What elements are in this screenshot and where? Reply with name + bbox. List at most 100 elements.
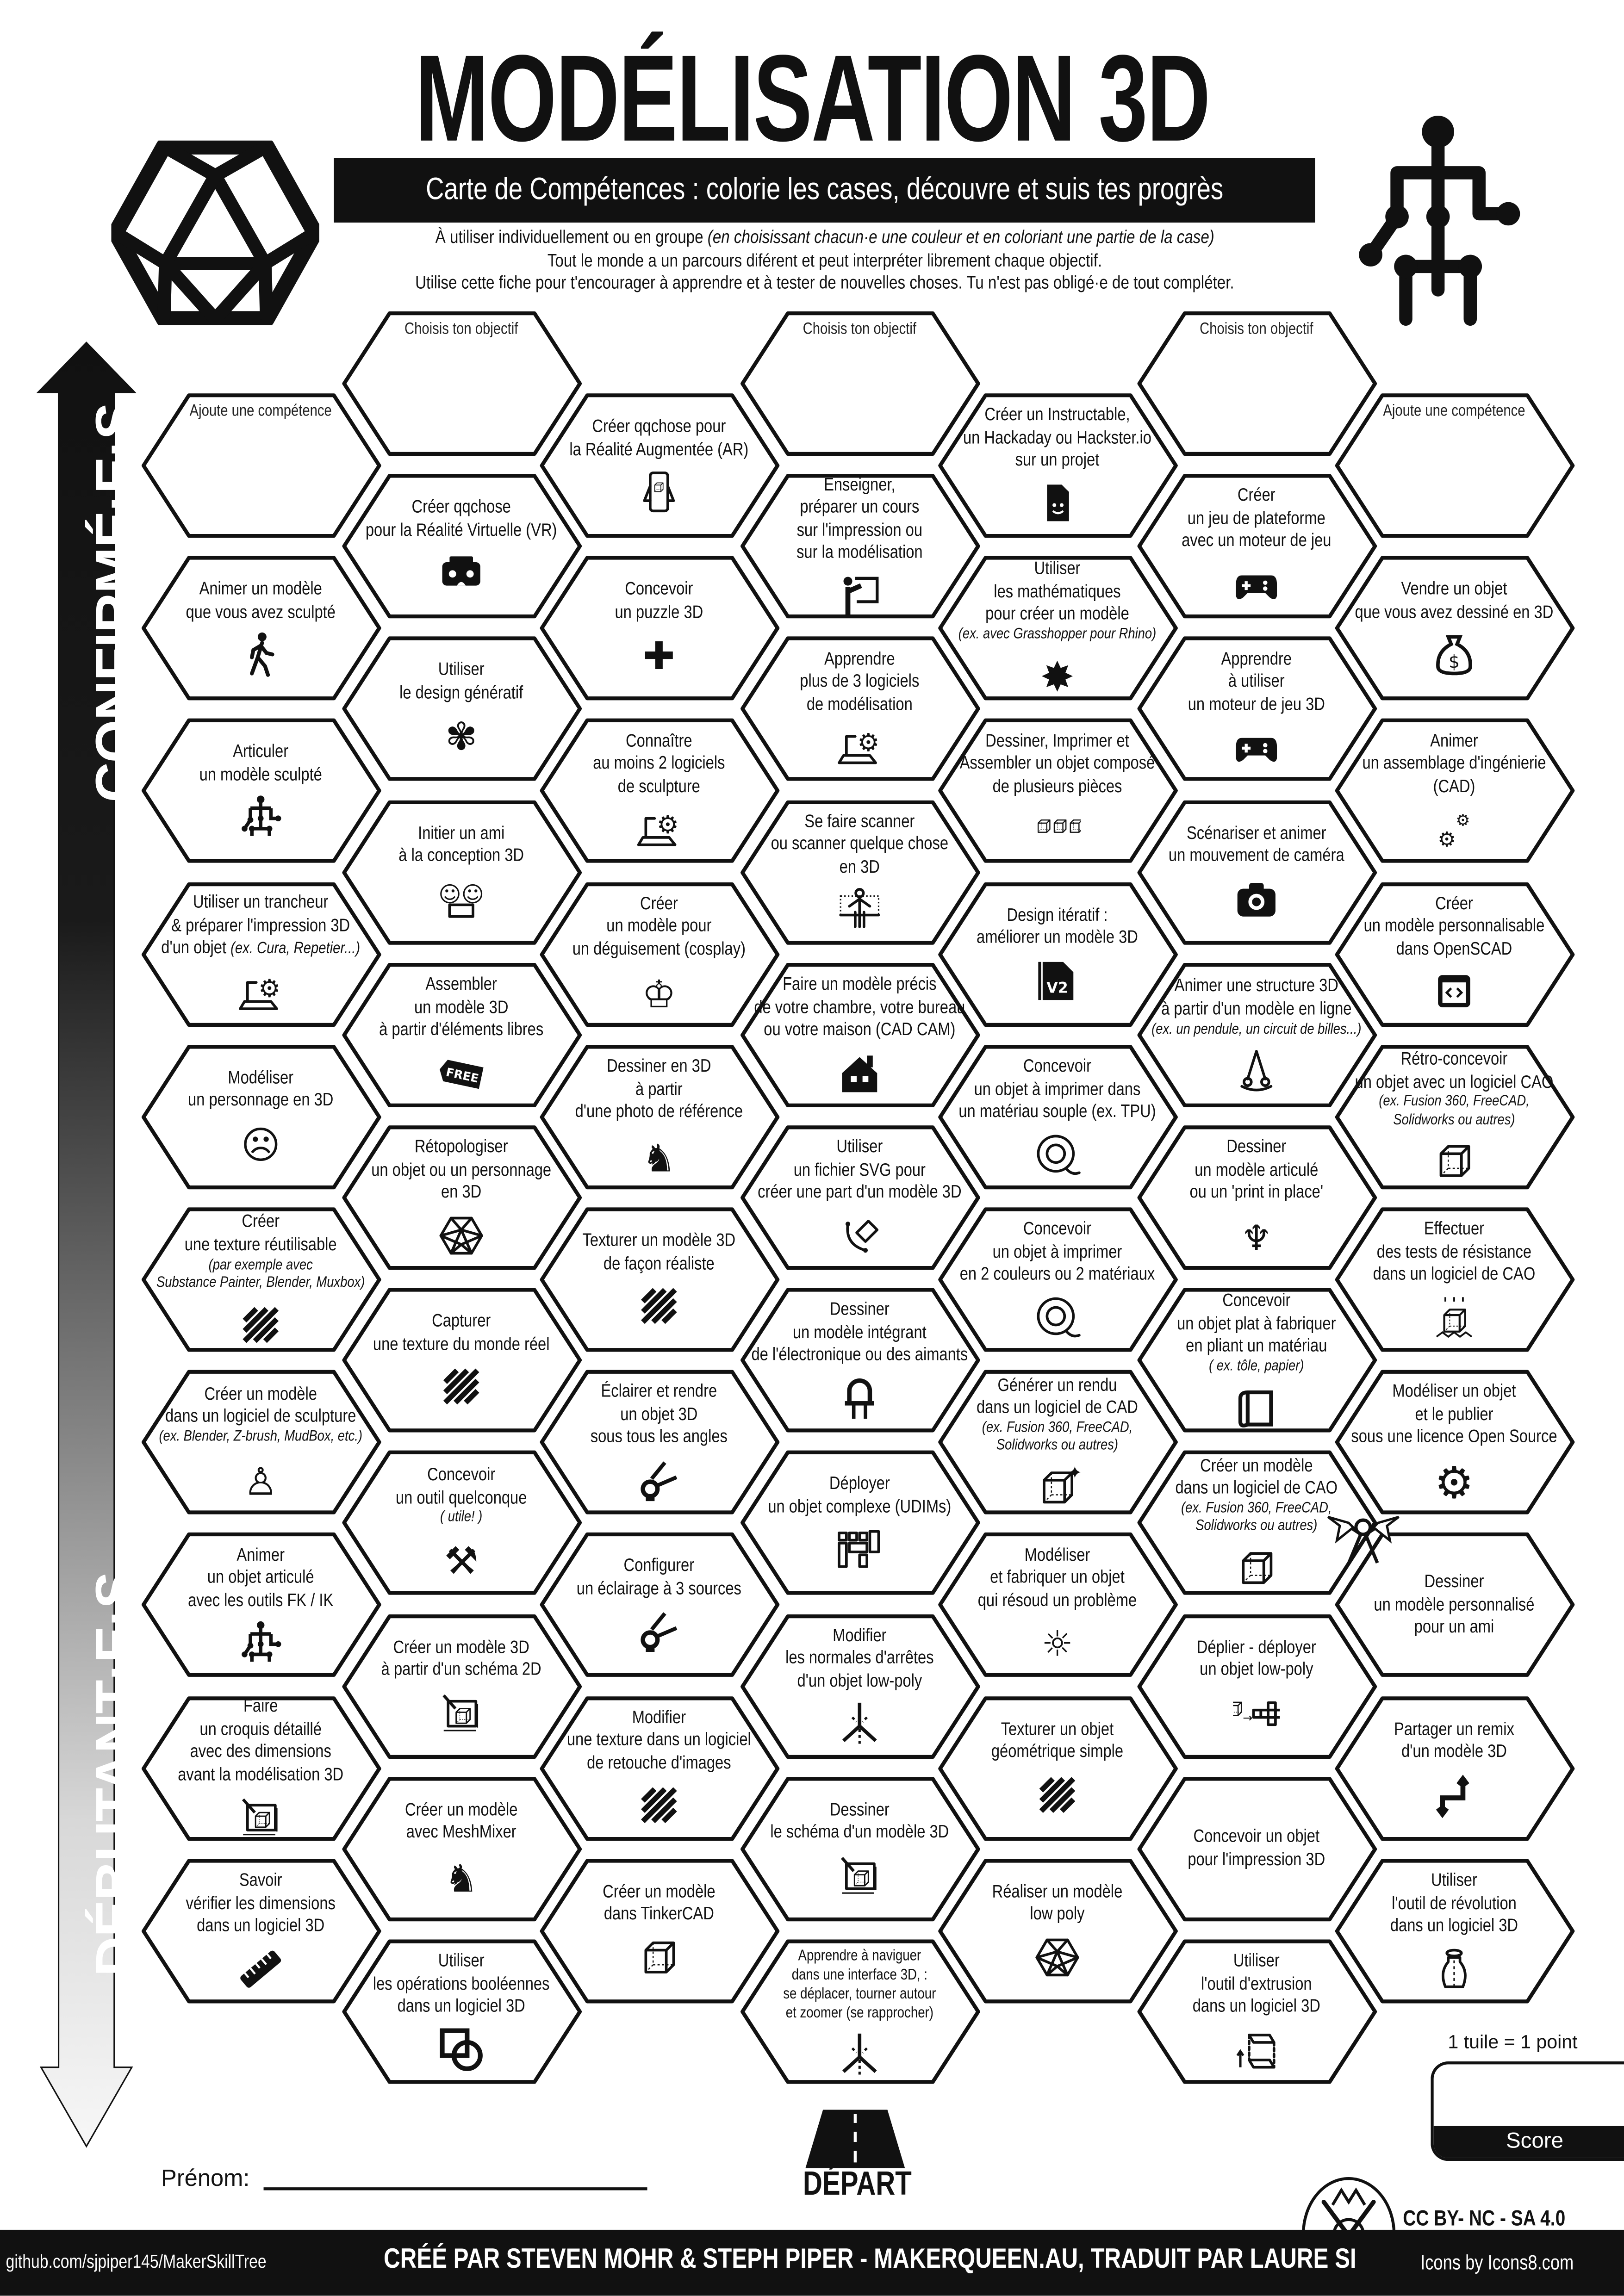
skill-tile[interactable]: Éclairer et rendre un objet 3D sous tous l… <box>538 1369 780 1515</box>
skill-tile[interactable]: Design itératif : améliorer un modèle 3D V… <box>936 881 1178 1027</box>
skill-tile[interactable]: Enseigner, préparer un cours sur l'impress… <box>739 473 980 620</box>
blank-skill-tile[interactable]: Choisis ton objectif <box>739 310 980 457</box>
skill-tile[interactable]: Dessiner un modèle personnalisé pour un am… <box>1327 1516 1575 1678</box>
skill-tile[interactable]: Texturer un objet géométrique simple <box>936 1695 1178 1841</box>
svg-text:♔: ♔ <box>642 973 676 1015</box>
skill-tile[interactable]: Modéliser un personnage en 3D ☹ <box>140 1043 381 1190</box>
skill-tile[interactable]: Utiliser les opérations booléennes dans un… <box>341 1938 582 2085</box>
score-box[interactable]: Score <box>1431 2061 1624 2161</box>
tile-label-line: dans un logiciel 3D <box>397 1996 525 2017</box>
skill-tile[interactable]: Apprendre à naviguer dans une interface 3… <box>739 1938 980 2085</box>
skill-tile[interactable]: Générer un rendu dans un logiciel de CAD (… <box>936 1369 1178 1515</box>
skill-tile[interactable]: Créer un modèle dans un logiciel de sculp… <box>140 1369 381 1515</box>
skill-tile[interactable]: Rétro-concevoir un objet avec un logiciel… <box>1333 1043 1575 1190</box>
skill-tile[interactable]: Concevoir un objet plat à fabriquer en pli… <box>1136 1287 1377 1433</box>
skill-tile[interactable]: Dessiner un modèle articulé ou un 'print i… <box>1136 1124 1377 1271</box>
tile-label-line: Initier un ami <box>418 822 505 843</box>
skill-tile[interactable]: Effectuer des tests de résistance dans un … <box>1333 1206 1575 1353</box>
skill-tile[interactable]: Créer un modèle dans un logiciel de CAO (e… <box>1136 1450 1377 1596</box>
skill-tile[interactable]: Modifier une texture dans un logiciel de r… <box>538 1695 780 1841</box>
hex-frame <box>740 962 980 1107</box>
skill-tile[interactable]: Animer une structure 3D à partir d'un mod… <box>1136 962 1377 1108</box>
skill-tile[interactable]: Articuler un modèle sculpté <box>140 718 381 864</box>
skill-tile[interactable]: Créer un modèle 3D à partir d'un schéma 2… <box>341 1613 582 1759</box>
skill-tile[interactable]: Utiliser un trancheur & préparer l'impres… <box>140 881 381 1027</box>
skill-tile[interactable]: Partager un remix d'un modèle 3D <box>1333 1695 1575 1841</box>
skill-tile[interactable]: Capturer une texture du monde réel <box>341 1287 582 1433</box>
skill-tile[interactable]: Créer un modèle pour un déguisement (cospl… <box>538 881 780 1027</box>
skill-tile[interactable]: Réaliser un modèle low poly <box>936 1858 1178 2004</box>
skill-tile[interactable]: Dessiner un modèle intégrant de l'électron… <box>739 1287 980 1433</box>
skill-tile[interactable]: Se faire scanner ou scanner quelque chose… <box>739 799 980 945</box>
skill-tile[interactable]: Dessiner le schéma d'un modèle 3D <box>739 1775 980 1922</box>
skill-tile[interactable]: Utiliser les mathématiques pour créer un m… <box>936 555 1178 701</box>
skill-tile[interactable]: Créer une texture réutilisable (par exempl… <box>140 1206 381 1353</box>
tile-label-line: Créer <box>1435 893 1473 913</box>
tile-content: Utiliser un trancheur & préparer l'impres… <box>148 881 374 1027</box>
pendulum-icon <box>1240 1050 1273 1092</box>
tile-label-line: pour la Réalité Virtuelle (VR) <box>365 519 557 540</box>
github-link[interactable]: github.com/sjpiper145/MakerSkillTree <box>6 2250 267 2272</box>
skill-tile[interactable]: Concevoir un objet à imprimer dans un maté… <box>936 1043 1178 1190</box>
skill-tile[interactable]: Déployer un objet complexe (UDIMs) <box>739 1450 980 1596</box>
skill-tile[interactable]: Apprendre plus de 3 logiciels de modélisat… <box>739 636 980 782</box>
skill-tile[interactable]: Animer un assemblage d'ingénierie (CAD) ⚙ ⚙ <box>1333 718 1575 864</box>
tile-content: Créer qqchose pour la Réalité Virtuelle (… <box>348 473 574 620</box>
skill-tile[interactable]: Créer un modèle dans TinkerCAD <box>538 1858 780 2004</box>
skill-tile[interactable]: Scénariser et animer un mouvement de camé… <box>1136 799 1377 945</box>
skill-tile[interactable]: Faire un croquis détaillé avec des dimensi… <box>140 1695 381 1841</box>
skill-tile[interactable]: Utiliser l'outil d'extrusion dans un logic… <box>1136 1938 1377 2085</box>
blank-skill-tile[interactable]: Choisis ton objectif <box>341 310 582 457</box>
skill-tile[interactable]: Concevoir un objet pour l'impression 3D <box>1136 1775 1377 1922</box>
svg-text:→: → <box>1243 1711 1252 1724</box>
icosahedron-icon <box>111 140 319 325</box>
skill-tile[interactable]: Savoir vérifier les dimensions dans un log… <box>140 1858 381 2004</box>
skill-tile[interactable]: Concevoir un outil quelconque( utile! ) ⚒ <box>341 1450 582 1596</box>
skill-tile[interactable]: Animer un modèle que vous avez sculpté <box>140 555 381 701</box>
skill-tile[interactable]: Configurer un éclairage à 3 sources <box>538 1532 780 1678</box>
skill-tile[interactable]: Initier un ami à la conception 3D ☺☺ <box>341 799 582 945</box>
skill-tile[interactable]: Apprendre à utiliser un moteur de jeu 3D <box>1136 636 1377 782</box>
name-field[interactable] <box>263 2187 647 2191</box>
skill-tile[interactable]: Vendre un objet que vous avez dessiné en … <box>1333 555 1575 701</box>
tile-label-line: que vous avez sculpté <box>186 601 336 622</box>
skill-tile[interactable]: Concevoir un objet à imprimer en 2 couleur… <box>936 1206 1178 1353</box>
blank-skill-tile[interactable]: Choisis ton objectif <box>1136 310 1377 457</box>
tile-label-line: Apprendre <box>824 648 895 669</box>
tile-label-line: les mathématiques <box>994 581 1121 602</box>
skill-tile[interactable]: Utiliser le design génératif ✾ <box>341 636 582 782</box>
skill-tile[interactable]: Assembler un modèle 3D à partir d'éléments… <box>341 962 582 1108</box>
skill-tile[interactable]: Créer un modèle personnalisable dans OpenS… <box>1333 881 1575 1027</box>
skill-tile[interactable]: Déplier - déployer un objet low-poly → <box>1136 1613 1377 1759</box>
skill-tile[interactable]: Rétopologiser un objet ou un personnage en… <box>341 1124 582 1271</box>
skill-tile[interactable]: Modifier les normales d'arrêtes d'un objet… <box>739 1613 980 1759</box>
skill-tile[interactable]: Créer un modèle avec MeshMixer ♞ <box>341 1775 582 1922</box>
blank-skill-tile[interactable]: Ajoute une compétence <box>1333 392 1575 539</box>
skill-tile[interactable]: Créer qqchose pour la Réalité Augmentée (… <box>538 392 780 539</box>
skill-tile[interactable]: Utiliser un fichier SVG pour créer une par… <box>739 1124 980 1271</box>
skill-tile[interactable]: Connaître au moins 2 logiciels de sculptur… <box>538 718 780 864</box>
tile-label-line: Utiliser <box>1431 1869 1477 1890</box>
tile-label-line: une texture dans un logiciel <box>566 1729 751 1750</box>
skill-tile[interactable]: Créer un Instructable, un Hackaday ou Hac… <box>936 392 1178 539</box>
skill-tile[interactable]: Texturer un modèle 3D de façon réaliste <box>538 1206 780 1353</box>
tile-label-line: dans un logiciel de CAO <box>1175 1477 1338 1499</box>
skill-tile[interactable]: Dessiner, Imprimer et Assembler un objet … <box>936 718 1178 864</box>
skill-tile[interactable]: Créer un jeu de plateforme avec un moteur … <box>1136 473 1377 620</box>
skill-tile[interactable]: Faire un modèle précis de votre chambre, … <box>739 962 980 1108</box>
tile-label-line: Créer un modèle <box>404 1799 518 1820</box>
tile-label-line: Modéliser <box>228 1067 294 1087</box>
skill-tile[interactable]: Animer un objet articulé avec les outils F… <box>140 1532 381 1678</box>
skill-tile[interactable]: Créer qqchose pour la Réalité Virtuelle (… <box>341 473 582 620</box>
skill-tile[interactable]: Modéliser un objet et le publier sous une … <box>1333 1369 1575 1515</box>
skill-tile[interactable]: Modéliser et fabriquer un objet qui résoud… <box>936 1532 1178 1678</box>
hex-frame <box>1136 637 1376 782</box>
laptop-gear-icon: ⚙ <box>239 974 280 1010</box>
tile-content: Faire un modèle précis de votre chambre, … <box>747 962 973 1108</box>
polyhedron-icon <box>1035 1938 1079 1976</box>
skill-tile[interactable]: Dessiner en 3D à partir d'une photo de réf… <box>538 1043 780 1190</box>
blank-skill-tile[interactable]: Ajoute une compétence <box>140 392 381 539</box>
three-cubes-icon <box>1037 819 1081 833</box>
skill-tile[interactable]: Concevoir un puzzle 3D ✚ <box>538 555 780 701</box>
skill-tile[interactable]: Utiliser l'outil de révolution dans un log… <box>1333 1858 1575 2004</box>
